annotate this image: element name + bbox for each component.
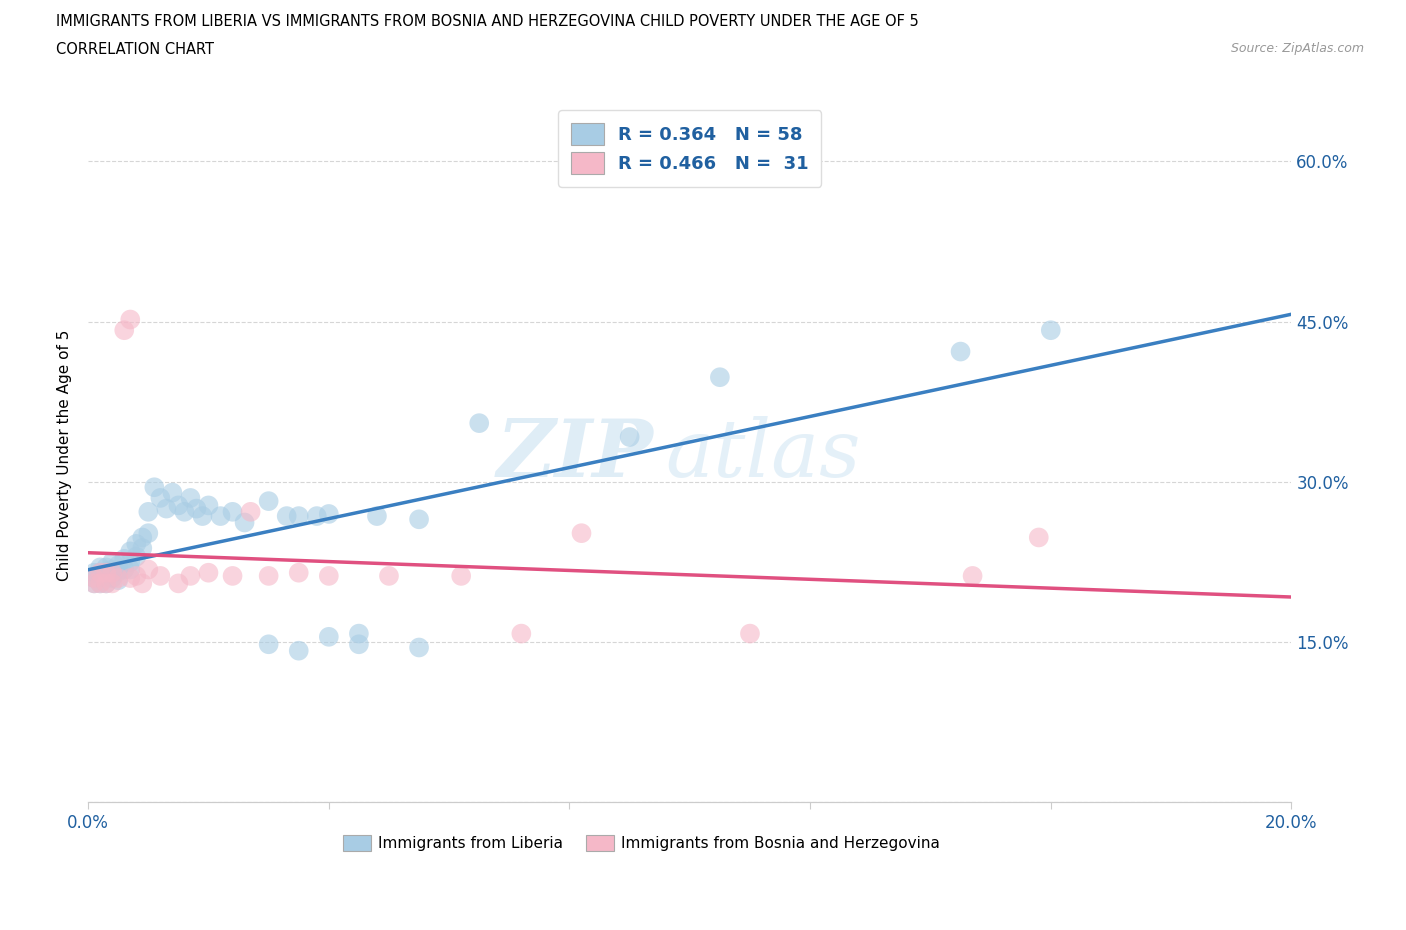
Point (131, 530, 153, 545)
Point (408, 640, 430, 655)
Point (239, 504, 262, 519)
Point (162, 485, 184, 500)
Point (318, 630, 340, 644)
Text: IMMIGRANTS FROM LIBERIA VS IMMIGRANTS FROM BOSNIA AND HERZEGOVINA CHILD POVERTY : IMMIGRANTS FROM LIBERIA VS IMMIGRANTS FR… (56, 14, 920, 29)
Point (89, 576, 111, 591)
Point (107, 571, 129, 586)
Point (89, 576, 111, 591)
Point (167, 576, 190, 591)
Point (83, 565, 105, 580)
Point (287, 509, 309, 524)
Point (101, 576, 124, 591)
Point (1028, 530, 1050, 545)
Point (112, 562, 135, 577)
Point (408, 512, 430, 526)
Point (257, 637, 280, 652)
Point (120, 554, 142, 569)
Point (179, 568, 201, 583)
Y-axis label: Child Poverty Under the Age of 5: Child Poverty Under the Age of 5 (58, 329, 72, 581)
Point (233, 515, 256, 530)
Point (83, 571, 105, 586)
Text: Source: ZipAtlas.com: Source: ZipAtlas.com (1230, 42, 1364, 55)
Point (347, 626, 370, 641)
Point (619, 430, 641, 445)
Point (101, 571, 124, 586)
Point (167, 498, 190, 512)
Point (209, 509, 232, 524)
Point (257, 568, 280, 583)
Point (136, 562, 159, 577)
Point (89, 565, 111, 580)
Point (197, 565, 219, 580)
Point (191, 509, 214, 524)
Point (96, 565, 118, 580)
Point (257, 494, 280, 509)
Point (378, 568, 401, 583)
Point (112, 323, 135, 338)
Point (221, 504, 243, 519)
Point (287, 644, 309, 658)
Point (149, 490, 172, 505)
Point (101, 562, 124, 577)
Point (136, 504, 159, 519)
Point (125, 537, 148, 551)
Point (89, 560, 111, 575)
Point (112, 551, 135, 566)
Point (318, 507, 340, 522)
Text: atlas: atlas (665, 417, 860, 494)
Point (83, 576, 105, 591)
Legend: Immigrants from Liberia, Immigrants from Bosnia and Herzegovina: Immigrants from Liberia, Immigrants from… (337, 829, 946, 857)
Point (510, 626, 533, 641)
Point (107, 565, 129, 579)
Point (96, 571, 118, 586)
Point (131, 576, 153, 591)
Point (89, 565, 111, 580)
Point (149, 568, 172, 583)
Point (949, 344, 972, 359)
Point (276, 509, 298, 524)
Point (1039, 323, 1062, 338)
Point (107, 558, 129, 573)
Point (155, 501, 177, 516)
Point (136, 525, 159, 540)
Point (120, 571, 142, 586)
Point (709, 370, 731, 385)
Point (366, 509, 388, 524)
Point (197, 498, 219, 512)
Point (962, 568, 984, 583)
Point (83, 576, 105, 591)
Point (83, 571, 105, 586)
Point (120, 544, 142, 559)
Point (173, 504, 195, 519)
Point (96, 560, 118, 575)
Point (96, 565, 118, 580)
Point (305, 509, 328, 524)
Point (125, 550, 148, 565)
Point (101, 565, 124, 580)
Point (120, 562, 142, 577)
Point (101, 554, 124, 569)
Point (318, 568, 340, 583)
Point (96, 576, 118, 591)
Point (221, 568, 243, 583)
Point (179, 490, 201, 505)
Point (143, 480, 166, 495)
Point (186, 501, 208, 516)
Point (287, 565, 309, 580)
Point (125, 568, 148, 583)
Point (450, 568, 472, 583)
Point (738, 626, 761, 641)
Text: CORRELATION CHART: CORRELATION CHART (56, 42, 214, 57)
Point (347, 637, 370, 652)
Text: ZIP: ZIP (496, 417, 654, 494)
Point (96, 576, 118, 591)
Point (131, 540, 153, 555)
Point (571, 525, 593, 540)
Point (107, 573, 129, 588)
Point (120, 312, 142, 327)
Point (468, 416, 491, 431)
